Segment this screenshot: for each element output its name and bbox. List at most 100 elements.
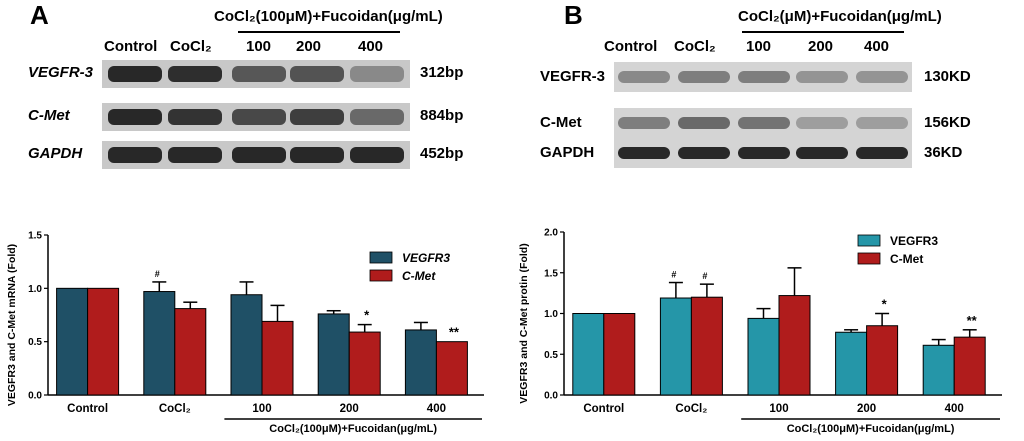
band-0-0 [108,66,162,82]
blot-row-label-1: C-Met [28,107,70,124]
legend-swatch-0 [369,251,393,264]
x-tick-label: CoCl₂ [675,403,707,415]
band-size-1: 884bp [420,107,464,124]
band-2-3 [290,147,344,163]
band-size-2: 452bp [420,145,464,162]
x-tick-label: Control [583,403,624,415]
y-tick-label: 1.0 [28,284,42,295]
x-tick-label: 400 [427,403,446,415]
x-tick-label: 200 [857,403,876,415]
y-tick-label: 1.0 [544,309,558,320]
significance-mark: # [155,269,160,279]
bar-cmet-1 [690,296,723,396]
band-0-1 [168,66,222,82]
panel-b-header-line [742,31,904,33]
legend-label-0: VEGFR3 [890,234,938,248]
band-2-1 [168,147,222,163]
lane-label-1: CoCl₂ [674,38,716,55]
bar-vegfr3-3 [835,331,868,396]
y-tick-label: 1.5 [28,231,42,242]
y-axis-label: VEGFR3 and C-Met protin (Fold) [518,243,530,403]
y-tick-label: 0.0 [544,391,558,402]
bar-cmet-4 [953,336,986,396]
y-tick-label: 0.5 [28,337,42,348]
x-tick-label: 200 [340,403,359,415]
legend-swatch-1 [369,269,393,282]
lane-label-0: Control [104,38,158,55]
bar-cmet-3 [866,325,899,396]
significance-mark: ** [967,313,978,328]
significance-mark: ** [449,325,460,340]
lane-label-2: 100 [746,38,772,55]
x-axis-label: CoCl₂(100μM)+Fucoidan(μg/mL) [269,423,437,435]
significance-mark: * [364,308,370,323]
band-2-2 [232,147,286,163]
legend-label-0: VEGFR3 [402,251,450,265]
band-size-0: 312bp [420,64,464,81]
panel-a-letter: A [30,0,49,30]
panel-b-letter: B [564,0,583,30]
panel-a-treatment-header: CoCl₂(100μM)+Fucoidan(μg/mL) [214,8,443,25]
band-size-1: 156KD [924,114,971,131]
legend-label-1: C-Met [402,269,436,283]
lane-label-4: 400 [864,38,890,55]
lane-label-3: 200 [808,38,834,55]
band-1-2 [232,109,286,125]
blot-row-label-0: VEGFR-3 [28,64,94,81]
mrna-bar-chart: 0.0 0.5 1.0 1.5 VEGFR3 and C-Met mRNA (Fold)… [6,231,484,435]
bar-cmet-0 [603,313,636,396]
band-2-0 [618,147,670,159]
band-2-2 [738,147,790,159]
band-0-3 [796,71,848,83]
legend-label-1: C-Met [890,252,923,266]
panel-a-header-line [238,31,400,33]
band-2-3 [796,147,848,159]
y-tick-label: 1.5 [544,268,558,279]
x-tick-label: Control [67,403,108,415]
bar-vegfr3-2 [747,317,780,396]
band-0-0 [618,71,670,83]
band-2-1 [678,147,730,159]
bar-cmet-2 [261,320,294,396]
bar-vegfr3-0 [572,313,605,396]
bar-cmet-0 [87,287,120,396]
band-size-0: 130KD [924,68,971,85]
band-0-1 [678,71,730,83]
protein-bar-chart: 0.0 0.5 1.0 1.5 2.0 VEGFR3 and C-Met protin (… [518,228,1002,435]
lane-label-3: 200 [296,38,322,55]
band-0-2 [232,66,286,82]
band-2-4 [856,147,908,159]
y-tick-label: 2.0 [544,228,558,239]
bar-cmet-3 [348,331,381,396]
x-tick-label: CoCl₂ [159,403,191,415]
band-1-3 [290,109,344,125]
bar-vegfr3-1 [143,291,176,396]
band-1-0 [108,109,162,125]
band-1-4 [856,117,908,129]
bar-cmet-1 [174,308,207,396]
significance-mark: # [702,271,707,281]
panel-b-treatment-header: CoCl₂(μM)+Fucoidan(μg/mL) [738,8,942,25]
bar-vegfr3-2 [230,294,263,396]
bar-vegfr3-1 [659,297,692,396]
significance-mark: # [671,270,676,280]
lane-label-1: CoCl₂ [170,38,212,55]
y-tick-label: 0.5 [544,350,558,361]
band-1-1 [678,117,730,129]
band-0-4 [350,66,404,82]
band-2-0 [108,147,162,163]
bar-vegfr3-0 [56,287,89,396]
band-1-0 [618,117,670,129]
lane-label-2: 100 [246,38,272,55]
legend-swatch-0 [857,234,881,247]
x-tick-label: 100 [252,403,271,415]
band-2-4 [350,147,404,163]
band-size-2: 36KD [924,144,963,161]
bar-cmet-4 [435,341,468,396]
bar-cmet-2 [778,295,811,396]
x-axis-label: CoCl₂(100μM)+Fucoidan(μg/mL) [787,423,955,435]
blot-row-label-0: VEGFR-3 [540,68,606,85]
x-tick-label: 100 [769,403,788,415]
significance-mark: * [882,297,888,312]
band-1-1 [168,109,222,125]
